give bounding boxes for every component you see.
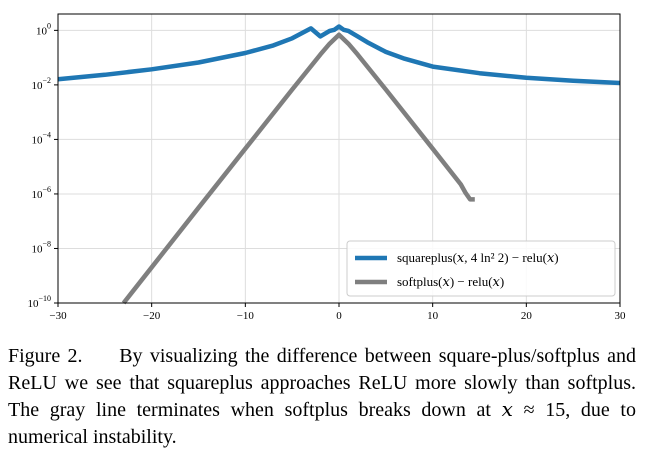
chart-figure: −30 −20 −10 0 10 20 30 100 10−2 10−4 10−6 10−8 10−10… xyxy=(27,13,626,322)
series-line-2 xyxy=(121,32,475,305)
y-tick-label: 10−2 xyxy=(31,76,51,92)
caption-text: By visualizing the difference between sq… xyxy=(8,345,637,448)
y-tick-label: 10−8 xyxy=(31,239,51,255)
y-tick-label: 10−4 xyxy=(31,130,51,146)
x-tick-label: −20 xyxy=(143,310,161,322)
figure-caption: Figure 2. By visualizing the difference … xyxy=(8,343,636,451)
series-line-1 xyxy=(57,24,621,86)
caption-label: Figure 2. xyxy=(8,345,83,367)
chart: −30 −20 −10 0 10 20 30 100 10−2 10−4 10−6 10−8 10−10… xyxy=(27,13,626,322)
x-tick-label: −30 xyxy=(49,310,67,322)
legend-label: softplus(𝑥) − relu(𝑥) xyxy=(397,274,504,289)
legend-box xyxy=(346,240,616,297)
chart-series-layer xyxy=(57,24,621,305)
chart-ticks: −30 −20 −10 0 10 20 30 100 10−2 10−4 10−6 10−8 10−10 xyxy=(27,21,626,322)
x-tick-label: −10 xyxy=(237,310,255,322)
legend: squareplus(𝑥, 4 ln² 2) − relu(𝑥) softplus… xyxy=(346,240,616,297)
y-tick-label: 10−10 xyxy=(27,294,51,310)
x-tick-label: 0 xyxy=(336,310,342,322)
x-tick-label: 20 xyxy=(521,310,533,322)
x-tick-label: 30 xyxy=(615,310,627,322)
y-tick-label: 100 xyxy=(36,21,51,37)
y-tick-label: 10−6 xyxy=(31,185,51,201)
x-tick-label: 10 xyxy=(427,310,439,322)
legend-label: squareplus(𝑥, 4 ln² 2) − relu(𝑥) xyxy=(397,250,559,265)
